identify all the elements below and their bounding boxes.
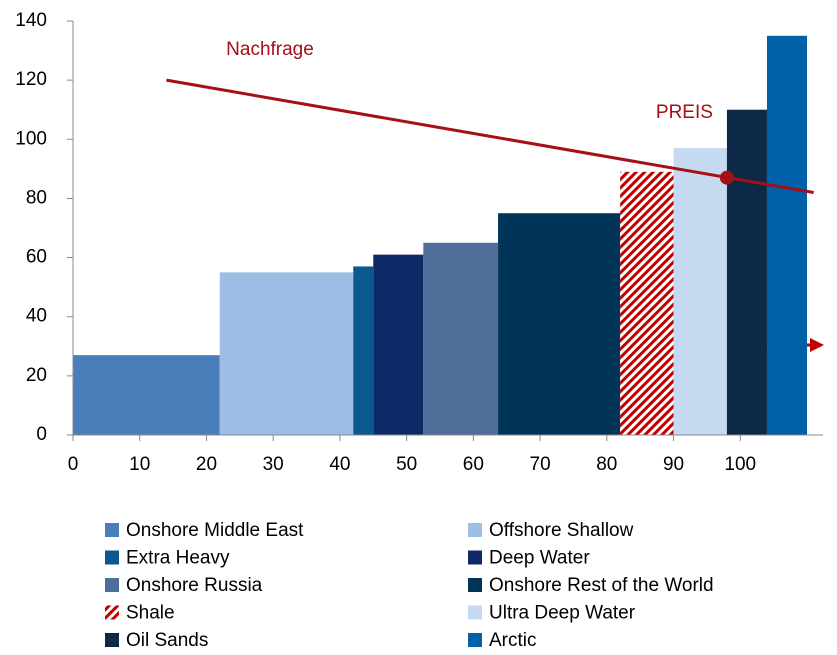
bar: [766, 35, 807, 436]
y-tick-label: 80: [26, 187, 47, 208]
legend-swatch: [105, 523, 119, 537]
y-tick-label: 60: [26, 247, 47, 268]
bar: [219, 272, 354, 435]
bar: [423, 242, 499, 435]
legend-swatch: [468, 633, 482, 647]
legend-label: Shale: [126, 603, 175, 624]
x-tick-label: 100: [724, 454, 756, 475]
legend-swatch: [105, 578, 119, 592]
legend-swatch: [468, 523, 482, 537]
legend-label: Offshore Shallow: [489, 520, 634, 541]
legend-swatch: [105, 550, 119, 565]
x-tick-label: 20: [196, 454, 217, 475]
legend-label: Oil Sands: [126, 630, 208, 651]
legend-swatch: [105, 633, 119, 647]
y-tick-label: 20: [26, 365, 47, 386]
bar: [673, 148, 727, 435]
legend-label: Extra Heavy: [126, 548, 230, 569]
x-tick-label: 10: [129, 454, 150, 475]
legend-label: Arctic: [489, 630, 537, 651]
bar: [498, 213, 621, 435]
legend-label: Ultra Deep Water: [489, 603, 636, 624]
legend-label: Onshore Russia: [126, 575, 263, 596]
y-tick-label: 120: [15, 69, 47, 90]
legend-label: Deep Water: [489, 548, 590, 569]
demand-line: [166, 78, 814, 194]
legend-swatch: [468, 578, 482, 592]
bar: [620, 171, 674, 436]
legend-label: Onshore Rest of the World: [489, 575, 714, 596]
legend-swatch: [468, 605, 482, 620]
y-tick-label: 40: [26, 306, 47, 327]
x-tick-label: 70: [530, 454, 551, 475]
x-tick-label: 40: [329, 454, 350, 475]
y-tick-label: 100: [15, 128, 47, 149]
x-tick-label: 90: [663, 454, 684, 475]
x-tick-label: 30: [263, 454, 284, 475]
arrow-head: [810, 338, 824, 352]
price-point: [719, 170, 734, 185]
y-tick-label: 0: [36, 424, 47, 445]
x-tick-label: 0: [68, 454, 79, 475]
bar: [353, 266, 374, 435]
legend-label: Onshore Middle East: [126, 520, 304, 541]
bar: [726, 109, 767, 435]
demand-label: Nachfrage: [226, 39, 314, 60]
bar: [373, 254, 424, 435]
y-tick-label: 140: [15, 10, 47, 31]
x-tick-label: 60: [463, 454, 484, 475]
bar: [73, 355, 220, 435]
x-tick-label: 80: [596, 454, 617, 475]
legend-swatch: [468, 550, 482, 565]
legend-swatch: [105, 605, 119, 620]
x-tick-label: 50: [396, 454, 417, 475]
price-label: PREIS: [656, 102, 713, 123]
